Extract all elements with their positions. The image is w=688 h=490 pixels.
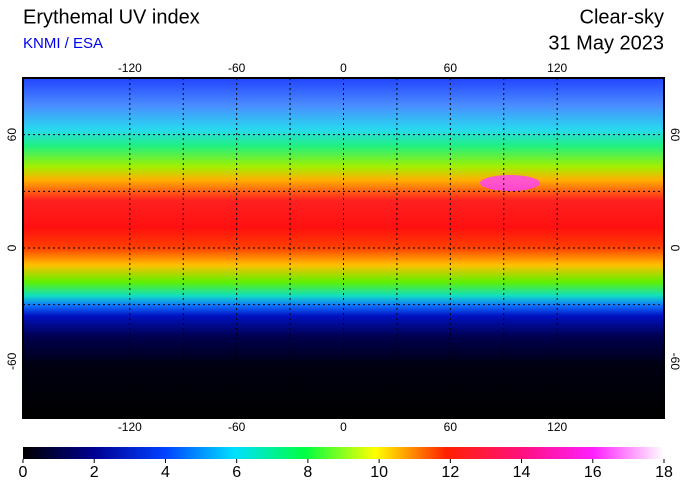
title: Erythemal UV index (23, 6, 200, 28)
colorbar-label: 16 (584, 464, 602, 481)
colorbar (23, 447, 664, 459)
lon-label-bottom: -60 (228, 420, 246, 434)
colorbar-label: 14 (513, 464, 531, 481)
colorbar-label: 6 (232, 464, 241, 481)
colorbar-label: 2 (90, 464, 99, 481)
colorbar-label: 12 (441, 464, 459, 481)
colorbar-label: 10 (370, 464, 388, 481)
colorbar-label: 0 (19, 464, 28, 481)
source: KNMI / ESA (23, 35, 103, 52)
lat-label-right: -60 (668, 353, 682, 371)
lat-label-left: 60 (5, 128, 19, 142)
lon-label-bottom: -120 (118, 420, 142, 434)
lat-label-left: 0 (5, 244, 19, 251)
lon-label-top: -120 (118, 61, 142, 75)
lat-label-left: -60 (5, 352, 19, 370)
lon-label-top: 60 (444, 61, 458, 75)
date: 31 May 2023 (548, 32, 664, 54)
condition: Clear-sky (580, 6, 664, 28)
uv-hotspot (480, 175, 540, 191)
lat-label-right: 0 (668, 245, 682, 252)
lat-label-right: 60 (668, 128, 682, 142)
lon-label-top: 120 (547, 61, 567, 75)
colorbar-label: 8 (303, 464, 312, 481)
lon-label-bottom: 60 (444, 420, 458, 434)
lon-label-bottom: 120 (547, 420, 567, 434)
lon-label-bottom: 0 (340, 420, 347, 434)
colorbar-label: 18 (655, 464, 673, 481)
lon-label-top: 0 (340, 61, 347, 75)
colorbar-label: 4 (161, 464, 170, 481)
lon-label-top: -60 (228, 61, 246, 75)
